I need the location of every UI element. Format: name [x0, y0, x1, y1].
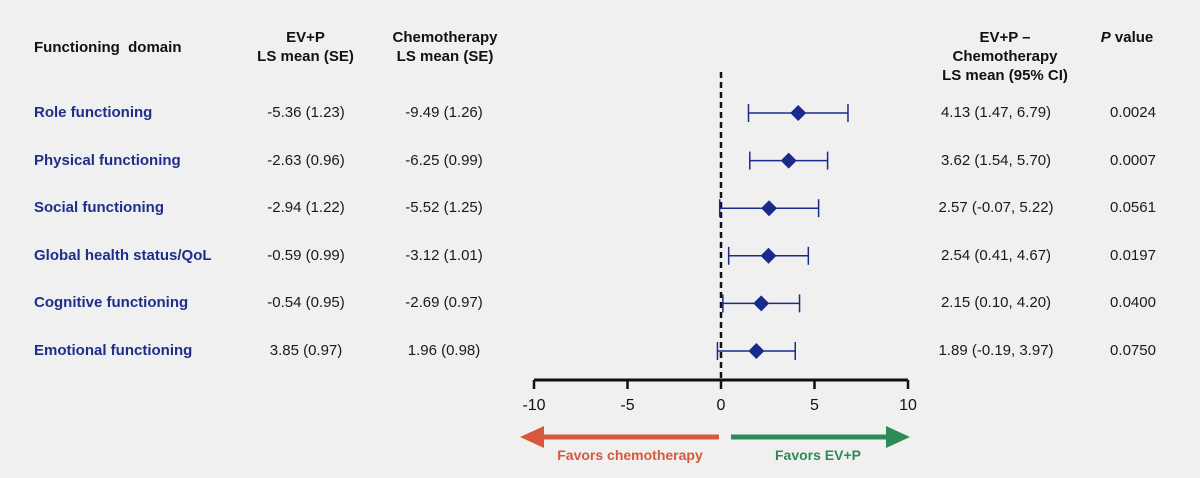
- header-diff-line2: Chemotherapy: [952, 48, 1058, 65]
- domain-label: Role functioning: [34, 104, 153, 121]
- header-evp: EV+P LS mean (SE): [248, 28, 363, 66]
- estimate-diamond: [761, 200, 778, 217]
- header-evp-line2: LS mean (SE): [257, 48, 354, 65]
- header-diff: EV+P – Chemotherapy LS mean (95% CI): [925, 28, 1085, 85]
- x-tick-label: 0: [717, 397, 726, 414]
- evp-ls-mean: -2.94 (1.22): [267, 199, 345, 217]
- header-diff-line3: LS mean (95% CI): [942, 67, 1068, 84]
- p-value: 0.0197: [1110, 246, 1156, 264]
- x-tick-label: -10: [522, 397, 545, 414]
- domain-label: Emotional functioning: [34, 342, 193, 359]
- domain-label: Social functioning: [34, 199, 164, 217]
- p-value: 0.0007: [1110, 151, 1156, 169]
- chemo-ls-mean: -6.25 (0.99): [405, 151, 483, 169]
- header-chemo: Chemotherapy LS mean (SE): [380, 28, 510, 66]
- header-diff-line1: EV+P –: [979, 29, 1031, 46]
- header-chemo-line2: LS mean (SE): [396, 48, 494, 65]
- diff-ls-mean-ci: 4.13 (1.47, 6.79): [940, 104, 1052, 121]
- p-value: 0.0750: [1110, 342, 1156, 359]
- chemo-ls-mean: -5.52 (1.25): [405, 199, 483, 217]
- evp-ls-mean: -0.59 (0.99): [267, 246, 345, 264]
- header-pvalue-italic: P: [1100, 29, 1111, 46]
- x-tick-label: 10: [899, 397, 917, 414]
- x-tick-label: 5: [810, 397, 819, 414]
- header-pvalue: P value: [1092, 28, 1162, 47]
- chemo-ls-mean: -2.69 (0.97): [405, 294, 483, 312]
- p-value: 0.0561: [1110, 199, 1156, 217]
- header-evp-line1: EV+P: [286, 29, 325, 46]
- header-domain: Functioning domain: [34, 39, 182, 56]
- evp-ls-mean: -0.54 (0.95): [267, 294, 345, 312]
- estimate-diamond: [790, 105, 807, 121]
- diff-ls-mean-ci: 1.89 (-0.19, 3.97): [938, 342, 1054, 359]
- domain-label: Global health status/QoL: [34, 246, 212, 264]
- diff-ls-mean-ci: 2.54 (0.41, 4.67): [940, 246, 1052, 264]
- chemo-ls-mean: 1.96 (0.98): [407, 342, 481, 359]
- p-value: 0.0024: [1110, 104, 1156, 121]
- p-value: 0.0400: [1110, 294, 1156, 312]
- domain-label: Cognitive functioning: [34, 294, 189, 312]
- estimate-diamond: [760, 247, 777, 264]
- diff-ls-mean-ci: 3.62 (1.54, 5.70): [940, 151, 1052, 169]
- favors-chemo-label: Favors chemotherapy: [557, 447, 703, 463]
- evp-ls-mean: 3.85 (0.97): [269, 342, 343, 359]
- header-pvalue-rest: value: [1110, 29, 1154, 46]
- estimate-diamond: [748, 343, 765, 359]
- diff-ls-mean-ci: 2.57 (-0.07, 5.22): [938, 199, 1054, 217]
- domain-label: Physical functioning: [34, 151, 181, 169]
- evp-ls-mean: -5.36 (1.23): [267, 104, 345, 121]
- diff-ls-mean-ci: 2.15 (0.10, 4.20): [940, 294, 1052, 312]
- x-tick-label: -5: [620, 397, 634, 414]
- favors-evp-arrowhead: [886, 426, 910, 448]
- evp-ls-mean: -2.63 (0.96): [267, 151, 345, 169]
- chemo-ls-mean: -9.49 (1.26): [405, 104, 483, 121]
- header-chemo-line1: Chemotherapy: [392, 29, 498, 46]
- favors-evp-label: Favors EV+P: [775, 447, 861, 463]
- estimate-diamond: [780, 152, 797, 169]
- favors-chemo-arrowhead: [520, 426, 544, 448]
- chemo-ls-mean: -3.12 (1.01): [405, 246, 483, 264]
- estimate-diamond: [753, 295, 770, 312]
